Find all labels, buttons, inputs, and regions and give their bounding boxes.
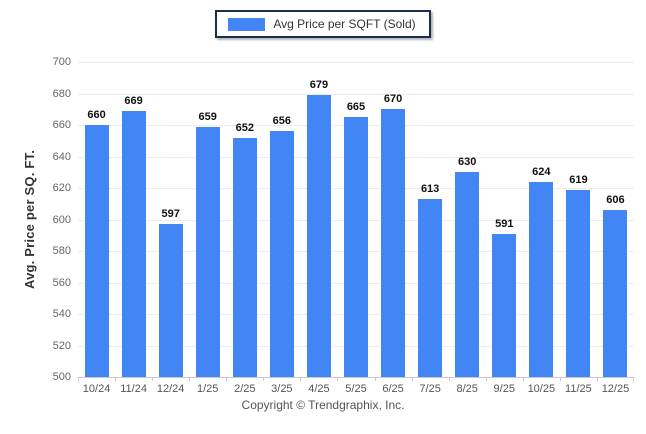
y-tick-label: 700 [52, 56, 71, 68]
plot-area: 500 520 540 560 580 600 620 640 660 680 700 660 10/2… [53, 56, 634, 395]
x-tick-label: 11/24 [120, 383, 147, 395]
bar [344, 117, 368, 377]
bar [418, 199, 443, 377]
x-tick-mark [559, 377, 561, 381]
x-tick-label: 3/25 [271, 383, 293, 395]
y-tick-label: 620 [52, 182, 71, 194]
x-tick-label: 4/25 [308, 383, 330, 395]
bar-value-label: 597 [161, 208, 180, 221]
x-tick-mark [411, 377, 413, 381]
bar [381, 109, 406, 377]
x-tick-label: 5/25 [345, 383, 367, 395]
x-tick-label: 9/25 [493, 383, 515, 395]
legend-label: Avg Price per SQFT (Sold) [273, 17, 416, 31]
gridline [78, 62, 634, 63]
x-tick-label: 10/24 [82, 383, 111, 395]
x-tick-label: 1/25 [197, 383, 219, 395]
x-tick-mark [374, 377, 376, 381]
bar [84, 125, 109, 377]
bar [306, 95, 331, 377]
x-tick-mark [485, 377, 487, 381]
y-tick-label: 580 [52, 245, 71, 257]
legend: Avg Price per SQFT (Sold) [0, 10, 646, 38]
bar [121, 110, 146, 377]
bar-value-label: 656 [272, 115, 292, 128]
bar-value-label: 652 [235, 121, 254, 134]
bar-value-label: 606 [606, 194, 625, 207]
y-tick-label: 660 [52, 119, 71, 131]
bar-value-label: 613 [420, 183, 440, 196]
x-tick-label: 12/25 [601, 383, 630, 395]
y-tick-label: 560 [52, 276, 71, 289]
bar-value-label: 630 [458, 156, 477, 169]
gridline [78, 93, 634, 95]
x-tick-mark [633, 377, 634, 381]
bar-value-label: 619 [569, 173, 588, 186]
bar [269, 131, 294, 377]
x-tick-mark [300, 377, 302, 381]
legend-box: Avg Price per SQFT (Sold) [215, 10, 431, 38]
x-tick-mark [337, 377, 339, 381]
bar-value-label: 660 [87, 109, 106, 121]
bar-value-label: 591 [495, 217, 514, 230]
bar [492, 233, 517, 377]
bar-value-label: 665 [346, 101, 366, 114]
x-tick-label: 12/24 [156, 383, 185, 395]
x-tick-mark [596, 377, 598, 381]
x-tick-mark [263, 377, 265, 381]
x-tick-mark [226, 377, 228, 381]
x-tick-mark [78, 377, 79, 381]
bar-value-label: 669 [124, 94, 143, 107]
copyright-text: Copyright © Trendgraphix, Inc. [241, 398, 405, 412]
x-tick-mark [522, 377, 524, 381]
bar [529, 181, 554, 377]
bar [158, 224, 183, 377]
bar [455, 172, 480, 377]
y-tick-label: 640 [52, 150, 71, 163]
y-tick-label: 540 [52, 308, 71, 320]
bar [232, 137, 257, 377]
x-axis-line [78, 377, 634, 378]
bar [603, 210, 628, 377]
x-tick-mark [115, 377, 117, 381]
bar-value-label: 679 [309, 79, 329, 92]
x-tick-mark [152, 377, 154, 381]
x-tick-label: 6/25 [382, 383, 404, 395]
bar [195, 126, 220, 377]
x-tick-label: 8/25 [456, 383, 478, 395]
y-tick-label: 520 [52, 339, 71, 352]
x-tick-mark [189, 377, 191, 381]
x-tick-label: 11/25 [565, 383, 592, 395]
bar-value-label: 670 [383, 93, 403, 106]
bar-value-label: 659 [198, 110, 217, 123]
y-tick-label: 680 [52, 87, 71, 100]
y-tick-label: 600 [52, 213, 71, 226]
y-tick-label: 500 [52, 371, 71, 383]
bar [566, 189, 591, 377]
x-tick-label: 7/25 [419, 383, 441, 395]
x-tick-label: 2/25 [234, 383, 256, 395]
x-tick-label: 10/25 [527, 383, 556, 395]
bar-value-label: 624 [532, 165, 551, 178]
x-tick-mark [448, 377, 450, 381]
legend-swatch-icon [228, 17, 266, 31]
